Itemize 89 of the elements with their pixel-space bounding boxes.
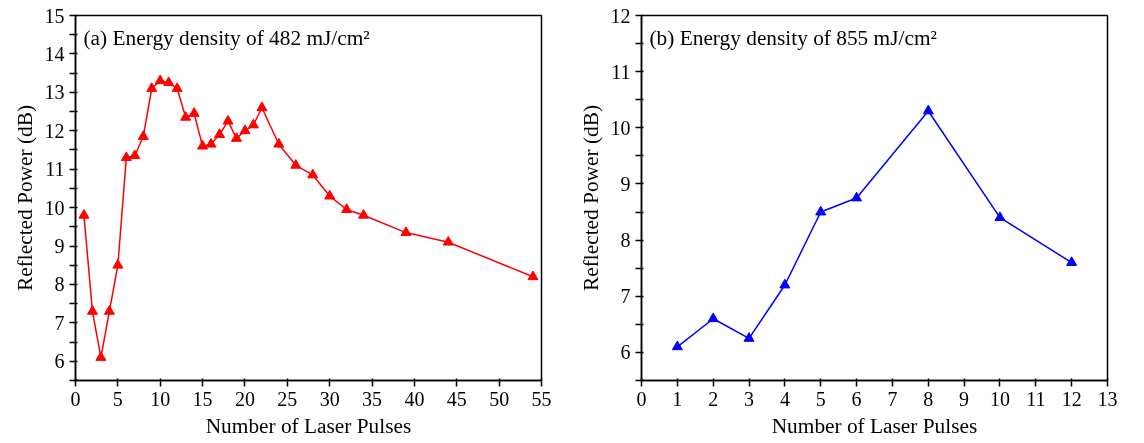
point bbox=[324, 189, 336, 200]
point bbox=[163, 76, 175, 87]
point bbox=[994, 211, 1006, 222]
point bbox=[86, 305, 98, 315]
x-axis-title: Number of Laser Pulses bbox=[205, 413, 412, 438]
x-tick-label: 20 bbox=[234, 387, 255, 410]
point bbox=[779, 278, 791, 289]
y-tick-label: 12 bbox=[610, 4, 631, 27]
y-tick-label: 6 bbox=[620, 341, 631, 364]
point bbox=[188, 107, 200, 117]
x-tick-label: 35 bbox=[362, 387, 383, 410]
point bbox=[120, 151, 132, 162]
point bbox=[78, 209, 90, 219]
point bbox=[527, 270, 539, 281]
point bbox=[197, 139, 209, 150]
y-axis-title: Reflected Power (dB) bbox=[12, 105, 37, 291]
point bbox=[707, 312, 719, 323]
point bbox=[214, 128, 226, 138]
x-tick-label: 11 bbox=[1026, 387, 1046, 410]
x-tick-label: 0 bbox=[70, 387, 81, 410]
x-tick-label: 8 bbox=[923, 387, 934, 410]
point bbox=[307, 168, 319, 179]
x-tick-label: 9 bbox=[959, 387, 970, 410]
y-tick-label: 12 bbox=[44, 119, 65, 142]
y-axis-title: Reflected Power (dB) bbox=[578, 105, 603, 291]
point bbox=[400, 226, 412, 236]
x-tick-label: 15 bbox=[192, 387, 213, 410]
x-tick-label: 12 bbox=[1061, 387, 1082, 410]
point bbox=[851, 191, 863, 202]
x-tick-label: 13 bbox=[1097, 387, 1118, 410]
point bbox=[743, 332, 755, 342]
x-tick-label: 45 bbox=[446, 387, 467, 410]
x-tick-label: 55 bbox=[531, 387, 552, 410]
point bbox=[256, 101, 268, 112]
x-tick-label: 6 bbox=[851, 387, 862, 410]
point bbox=[146, 82, 158, 92]
annotation: (a) Energy density of 482 mJ/cm² bbox=[83, 25, 370, 50]
point bbox=[103, 305, 115, 315]
point bbox=[442, 235, 454, 246]
point bbox=[247, 118, 259, 129]
point bbox=[922, 104, 934, 115]
x-tick-label: 40 bbox=[404, 387, 425, 410]
point bbox=[290, 159, 302, 169]
y-tick-label: 10 bbox=[44, 196, 65, 219]
x-tick-label: 3 bbox=[744, 387, 755, 410]
y-tick-label: 8 bbox=[54, 273, 65, 296]
point bbox=[1066, 256, 1078, 266]
x-tick-label: 50 bbox=[489, 387, 510, 410]
y-tick-label: 9 bbox=[54, 235, 65, 258]
point bbox=[95, 351, 107, 361]
point bbox=[358, 209, 370, 219]
x-tick-label: 10 bbox=[989, 387, 1010, 410]
point bbox=[273, 137, 285, 148]
point bbox=[230, 132, 242, 142]
point bbox=[112, 258, 124, 269]
x-tick-label: 1 bbox=[672, 387, 683, 410]
y-tick-label: 11 bbox=[45, 158, 65, 181]
point bbox=[154, 74, 166, 85]
y-tick-label: 8 bbox=[620, 229, 631, 252]
y-tick-label: 13 bbox=[44, 81, 65, 104]
x-tick-label: 5 bbox=[815, 387, 826, 410]
point bbox=[341, 203, 353, 213]
annotation: (b) Energy density of 855 mJ/cm² bbox=[649, 25, 937, 50]
y-tick-label: 15 bbox=[44, 4, 65, 27]
point bbox=[180, 111, 192, 121]
x-tick-label: 5 bbox=[112, 387, 123, 410]
point bbox=[205, 137, 217, 148]
y-tick-label: 7 bbox=[620, 285, 631, 308]
x-tick-label: 30 bbox=[319, 387, 340, 410]
x-tick-label: 0 bbox=[636, 387, 647, 410]
x-axis-title: Number of Laser Pulses bbox=[771, 413, 978, 438]
point bbox=[671, 340, 683, 351]
x-tick-label: 7 bbox=[887, 387, 898, 410]
y-tick-label: 11 bbox=[611, 60, 631, 83]
point bbox=[815, 205, 827, 216]
y-tick-label: 10 bbox=[610, 116, 631, 139]
y-tick-label: 7 bbox=[54, 311, 65, 334]
y-tick-label: 6 bbox=[54, 350, 65, 373]
x-tick-label: 25 bbox=[277, 387, 298, 410]
point bbox=[239, 124, 251, 135]
x-tick-label: 2 bbox=[708, 387, 719, 410]
point bbox=[222, 114, 234, 125]
point bbox=[171, 82, 183, 92]
point bbox=[137, 130, 149, 140]
x-tick-label: 10 bbox=[150, 387, 171, 410]
y-tick-label: 9 bbox=[620, 172, 631, 195]
x-tick-label: 4 bbox=[779, 387, 790, 410]
point bbox=[129, 149, 141, 160]
y-tick-label: 14 bbox=[44, 42, 65, 65]
